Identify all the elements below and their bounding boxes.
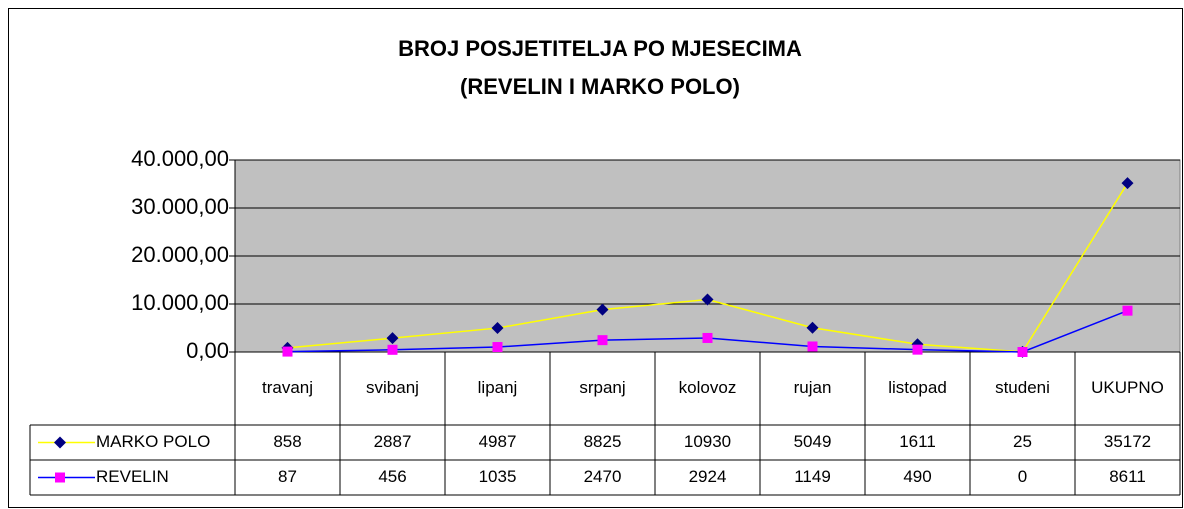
table-value: 5049	[794, 432, 832, 451]
table-value: 10930	[684, 432, 731, 451]
table-value: 8611	[1109, 467, 1146, 486]
marker	[386, 332, 399, 345]
x-tick-label: lipanj	[478, 378, 518, 397]
x-tick-label: listopad	[888, 378, 947, 397]
table-value: 858	[273, 432, 301, 451]
marker	[597, 335, 608, 346]
table-value: 35172	[1104, 432, 1151, 451]
x-tick-label: studeni	[995, 378, 1050, 397]
table-value: 2887	[374, 432, 412, 451]
x-tick-label: travanj	[262, 378, 313, 397]
y-tick-label: 40.000,00	[131, 146, 229, 171]
marker	[387, 344, 398, 355]
chart-subtitle: (REVELIN I MARKO POLO)	[460, 74, 740, 99]
legend-label: MARKO POLO	[96, 432, 210, 451]
x-tick-label: svibanj	[366, 378, 419, 397]
x-tick-label: srpanj	[579, 378, 625, 397]
marker	[491, 322, 504, 335]
marker	[55, 472, 65, 483]
table-value: 2924	[689, 467, 727, 486]
marker	[1121, 177, 1134, 190]
y-tick-label: 30.000,00	[131, 194, 229, 219]
marker	[807, 341, 818, 352]
table-value: 8825	[584, 432, 622, 451]
marker	[912, 344, 923, 355]
table-value: 1035	[479, 467, 517, 486]
y-tick-label: 10.000,00	[131, 290, 229, 315]
x-tick-label: kolovoz	[679, 378, 737, 397]
table-value: 2470	[584, 467, 622, 486]
table-value: 4987	[479, 432, 517, 451]
marker	[54, 436, 66, 449]
marker	[282, 346, 293, 357]
marker	[1017, 347, 1028, 357]
marker	[702, 332, 713, 343]
table-value: 456	[378, 467, 406, 486]
y-tick-label: 0,00	[186, 338, 229, 363]
y-tick-label: 20.000,00	[131, 242, 229, 267]
table-value: 87	[278, 467, 297, 486]
table-value: 25	[1013, 432, 1032, 451]
table-value: 490	[903, 467, 931, 486]
table-value: 1611	[899, 432, 936, 451]
x-tick-label: UKUPNO	[1091, 378, 1164, 397]
marker	[806, 321, 819, 334]
marker	[1122, 305, 1133, 316]
legend-label: REVELIN	[96, 467, 169, 486]
marker	[701, 293, 714, 306]
marker	[596, 303, 609, 316]
marker	[492, 342, 503, 353]
table-value: 0	[1018, 467, 1027, 486]
x-tick-label: rujan	[794, 378, 832, 397]
chart-title: BROJ POSJETITELJA PO MJESECIMA	[398, 36, 802, 61]
table-value: 1149	[794, 467, 831, 486]
